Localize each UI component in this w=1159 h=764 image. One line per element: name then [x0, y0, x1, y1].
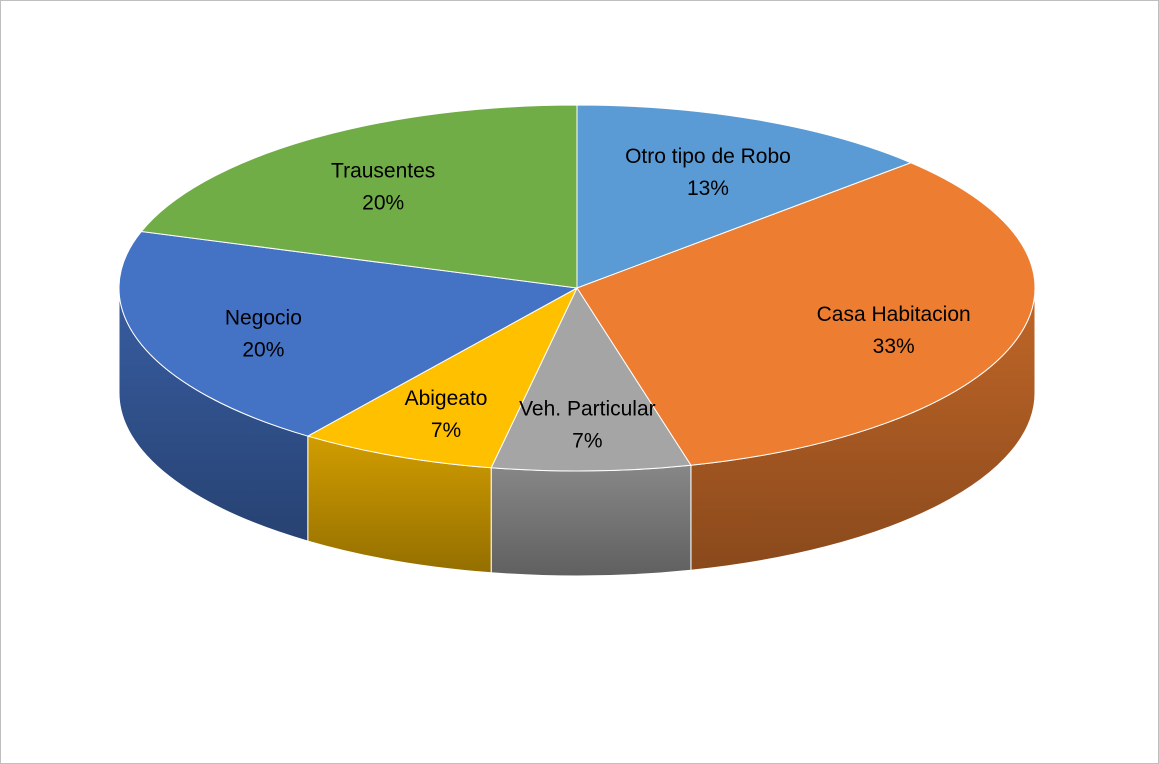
data-label-otro-tipo-de-robo: Otro tipo de Robo 13% — [625, 145, 791, 200]
data-label-trausentes: Trausentes 20% — [331, 159, 435, 214]
data-label-casa-habitacion: Casa Habitacion 33% — [817, 303, 971, 358]
category-label: Trausentes — [331, 159, 435, 182]
percent-label: 33% — [873, 335, 915, 358]
slice-casa-habitacion — [576, 162, 1036, 466]
category-label: Negocio — [225, 307, 302, 330]
slice-veh-particular — [490, 286, 692, 472]
slice-abigeato — [306, 286, 579, 469]
data-label-veh-particular: Veh. Particular 7% — [519, 398, 656, 453]
category-label: Abigeato — [405, 387, 488, 410]
category-label: Veh. Particular — [519, 398, 656, 421]
percent-label: 20% — [362, 191, 404, 214]
data-label-abigeato: Abigeato 7% — [405, 387, 488, 442]
pie-labels: Otro tipo de Robo 13% Casa Habitacion 33% Ve… — [225, 145, 971, 453]
slice-side-veh-particular — [490, 464, 692, 577]
slice-trausentes — [140, 104, 578, 289]
slice-otro-tipo-de-robo — [576, 104, 913, 289]
percent-label: 13% — [687, 177, 729, 200]
percent-label: 7% — [431, 419, 461, 442]
category-label: Casa Habitacion — [817, 303, 971, 326]
percent-label: 7% — [572, 430, 602, 453]
percent-label: 20% — [242, 339, 284, 362]
slice-negocio — [118, 230, 579, 437]
pie-tops — [118, 104, 1036, 472]
category-label: Otro tipo de Robo — [625, 145, 791, 168]
data-label-negocio: Negocio 20% — [225, 307, 302, 362]
